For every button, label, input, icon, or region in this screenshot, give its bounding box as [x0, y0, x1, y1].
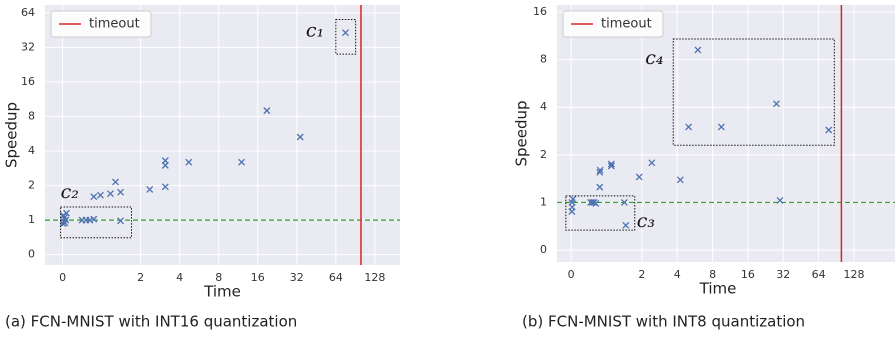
- point: [776, 196, 784, 204]
- x-tick-label: 2: [137, 271, 144, 284]
- point: [112, 178, 119, 186]
- point: [569, 195, 577, 203]
- annotation-label: c₃: [637, 210, 655, 232]
- x-tick-label: 32: [290, 271, 304, 284]
- y-axis-label: Speedup: [3, 102, 21, 168]
- x-axis-label: Time: [699, 280, 737, 298]
- point: [607, 162, 615, 170]
- x-tick-label: 16: [251, 271, 265, 284]
- point: [592, 199, 600, 207]
- point: [161, 157, 169, 165]
- x-tick-label: 8: [215, 271, 222, 284]
- annotation-box: [565, 195, 636, 231]
- x-tick-label: 0: [568, 268, 575, 281]
- x-tick-label: 128: [843, 268, 864, 281]
- y-tick-label: 0: [28, 248, 35, 261]
- legend-label: timeout: [89, 17, 140, 32]
- point: [342, 29, 349, 37]
- y-tick-label: 64: [21, 6, 35, 19]
- annotation-label: c₁: [306, 20, 324, 42]
- y-tick-label: 1: [28, 213, 35, 226]
- point: [717, 123, 725, 131]
- annotation-label: c₂: [61, 181, 79, 203]
- plot-area: [45, 5, 400, 265]
- point: [117, 188, 125, 196]
- x-tick-label: 0: [59, 271, 66, 284]
- y-tick-label: 1: [540, 195, 547, 208]
- legend-label: timeout: [601, 17, 652, 32]
- point: [620, 199, 628, 206]
- point: [694, 46, 702, 54]
- plot: [45, 5, 400, 265]
- caption: (a) FCN-MNIST with INT16 quantization: [5, 313, 297, 331]
- point: [61, 219, 69, 227]
- x-tick-label: 16: [741, 268, 755, 281]
- point: [90, 215, 98, 223]
- plot-area: [557, 5, 895, 262]
- point: [161, 183, 169, 191]
- point: [238, 158, 246, 166]
- point: [635, 173, 643, 181]
- point: [685, 123, 693, 131]
- y-tick-label: 2: [540, 148, 547, 161]
- x-tick-label: 32: [776, 268, 790, 281]
- y-tick-label: 0: [540, 243, 547, 256]
- point: [185, 158, 193, 166]
- point: [596, 166, 604, 174]
- y-tick-label: 4: [28, 144, 35, 157]
- x-tick-label: 128: [364, 271, 385, 284]
- point: [96, 191, 104, 199]
- point: [622, 221, 630, 229]
- y-tick-label: 8: [28, 110, 35, 123]
- point: [676, 176, 684, 184]
- x-axis-label: Time: [203, 283, 241, 301]
- point: [648, 159, 656, 167]
- point: [596, 183, 604, 191]
- point: [296, 133, 304, 141]
- point: [596, 168, 604, 176]
- point: [63, 209, 70, 217]
- point: [106, 190, 114, 198]
- plot: [557, 5, 895, 262]
- point: [146, 185, 154, 193]
- legend-box: [562, 10, 664, 38]
- point: [568, 208, 576, 215]
- x-tick-label: 4: [176, 271, 183, 284]
- x-tick-label: 4: [674, 268, 681, 281]
- annotation-box: [672, 38, 835, 146]
- legend-box: [50, 10, 152, 38]
- point: [117, 217, 125, 225]
- point: [607, 160, 615, 168]
- point: [90, 193, 98, 201]
- caption: (b) FCN-MNIST with INT8 quantization: [522, 313, 805, 331]
- x-tick-label: 2: [638, 268, 645, 281]
- y-tick-label: 32: [21, 40, 35, 53]
- y-tick-label: 4: [540, 100, 547, 113]
- annotation-label: c₄: [645, 47, 663, 69]
- y-axis-label: Speedup: [513, 100, 531, 166]
- y-tick-label: 8: [540, 53, 547, 66]
- y-tick-label: 16: [21, 75, 35, 88]
- point: [825, 126, 833, 134]
- y-tick-label: 16: [533, 5, 547, 18]
- x-tick-label: 64: [329, 271, 343, 284]
- x-tick-label: 64: [812, 268, 826, 281]
- point: [773, 100, 780, 108]
- annotation-box: [335, 19, 357, 55]
- x-tick-label: 8: [709, 268, 716, 281]
- y-tick-label: 2: [28, 179, 35, 192]
- point: [263, 107, 271, 115]
